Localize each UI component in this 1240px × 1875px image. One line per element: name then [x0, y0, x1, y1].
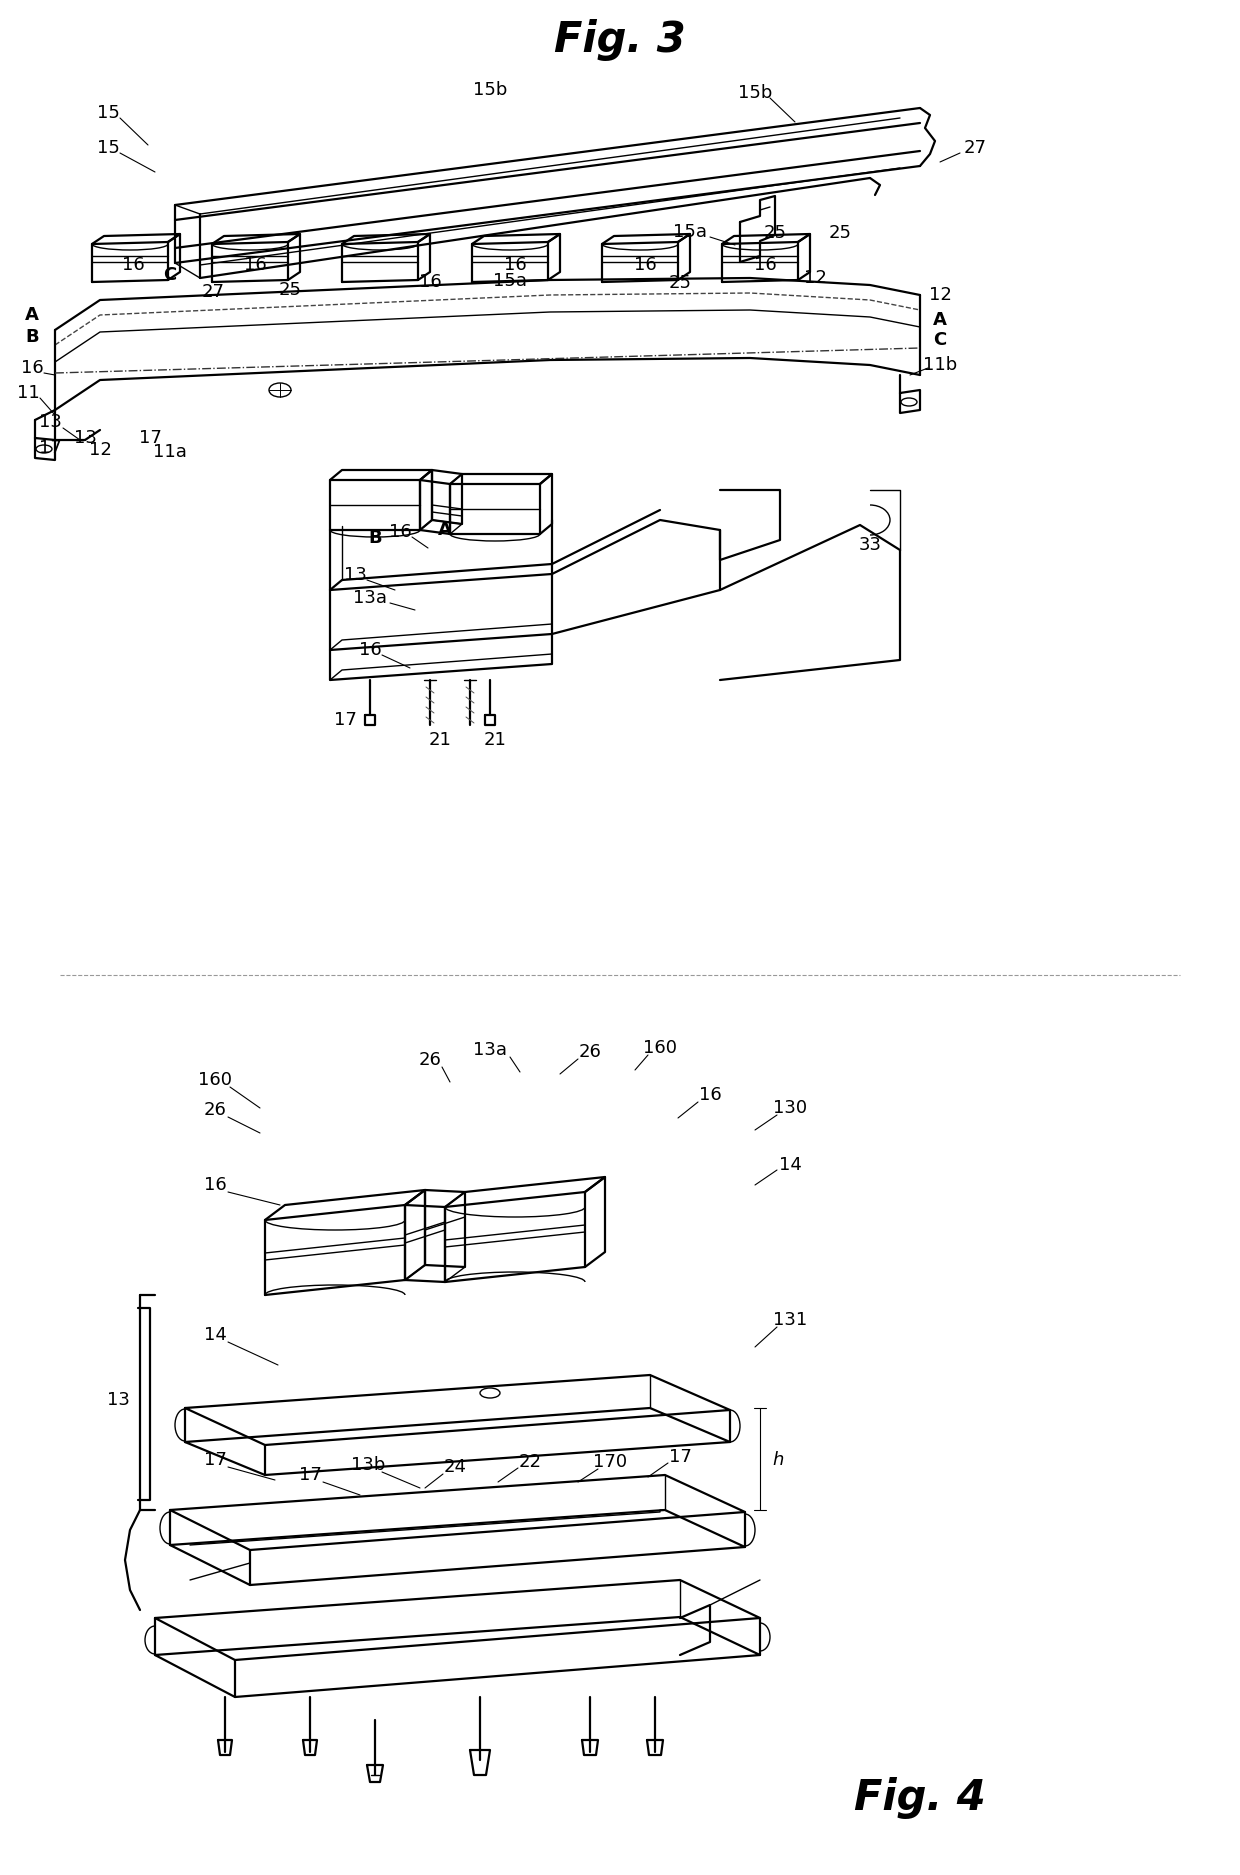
Text: 160: 160 — [644, 1039, 677, 1057]
Text: 27: 27 — [201, 283, 224, 302]
Text: 11a: 11a — [153, 442, 187, 461]
Text: 16: 16 — [388, 523, 412, 542]
Text: C: C — [164, 266, 176, 283]
Text: 27: 27 — [963, 139, 987, 158]
Text: 22: 22 — [518, 1453, 542, 1472]
Text: 13b: 13b — [351, 1457, 386, 1474]
Text: A: A — [25, 306, 38, 324]
Text: 15b: 15b — [472, 81, 507, 99]
Text: 13: 13 — [343, 566, 367, 583]
Text: 170: 170 — [593, 1453, 627, 1472]
Text: 16: 16 — [122, 257, 144, 274]
Text: 26: 26 — [579, 1042, 601, 1061]
Text: 25: 25 — [668, 274, 692, 292]
Text: 13a: 13a — [472, 1041, 507, 1059]
Text: B: B — [368, 529, 382, 548]
Text: 13: 13 — [73, 429, 97, 446]
Text: 15b: 15b — [738, 84, 773, 101]
Text: 12: 12 — [88, 441, 112, 459]
Text: 16: 16 — [203, 1176, 227, 1194]
Text: 16: 16 — [503, 257, 526, 274]
Text: 15: 15 — [97, 139, 119, 158]
Text: 17: 17 — [203, 1451, 227, 1468]
Text: 16: 16 — [21, 358, 43, 377]
Text: 16: 16 — [358, 641, 382, 658]
Text: 14: 14 — [779, 1157, 801, 1174]
Text: A: A — [438, 521, 451, 538]
Text: 12: 12 — [804, 268, 826, 287]
Text: 16: 16 — [754, 257, 776, 274]
Text: 13a: 13a — [353, 589, 387, 608]
Text: 16: 16 — [698, 1086, 722, 1104]
Text: 25: 25 — [764, 223, 786, 242]
Text: 131: 131 — [773, 1311, 807, 1329]
Text: 26: 26 — [419, 1052, 441, 1069]
Text: 11b: 11b — [923, 356, 957, 373]
Text: Fig. 3: Fig. 3 — [554, 19, 686, 62]
Text: 21: 21 — [484, 731, 506, 748]
Text: 33: 33 — [858, 536, 882, 553]
Text: 16: 16 — [419, 274, 441, 291]
Text: 17: 17 — [334, 711, 356, 729]
Text: 13: 13 — [107, 1391, 129, 1408]
Text: 130: 130 — [773, 1099, 807, 1118]
Text: h: h — [773, 1451, 784, 1468]
Text: 17: 17 — [299, 1466, 321, 1483]
Text: 21: 21 — [429, 731, 451, 748]
Text: 15a: 15a — [673, 223, 707, 242]
Text: 13: 13 — [38, 412, 62, 431]
Text: 17: 17 — [139, 429, 161, 446]
Text: 17: 17 — [668, 1448, 692, 1466]
Text: A: A — [932, 311, 947, 328]
Text: 25: 25 — [279, 281, 301, 298]
Text: 160: 160 — [198, 1071, 232, 1089]
Text: C: C — [934, 332, 946, 349]
Text: Fig. 4: Fig. 4 — [854, 1778, 986, 1819]
Text: 17: 17 — [38, 439, 62, 457]
Text: 11: 11 — [16, 384, 40, 401]
Text: 16: 16 — [243, 257, 267, 274]
Text: B: B — [25, 328, 38, 347]
Text: 26: 26 — [203, 1101, 227, 1119]
Text: 15: 15 — [97, 103, 119, 122]
Text: 24: 24 — [444, 1459, 466, 1476]
Text: 16: 16 — [634, 257, 656, 274]
Text: 25: 25 — [828, 223, 852, 242]
Text: 15a: 15a — [494, 272, 527, 291]
Text: 12: 12 — [929, 287, 951, 304]
Text: 14: 14 — [203, 1326, 227, 1344]
